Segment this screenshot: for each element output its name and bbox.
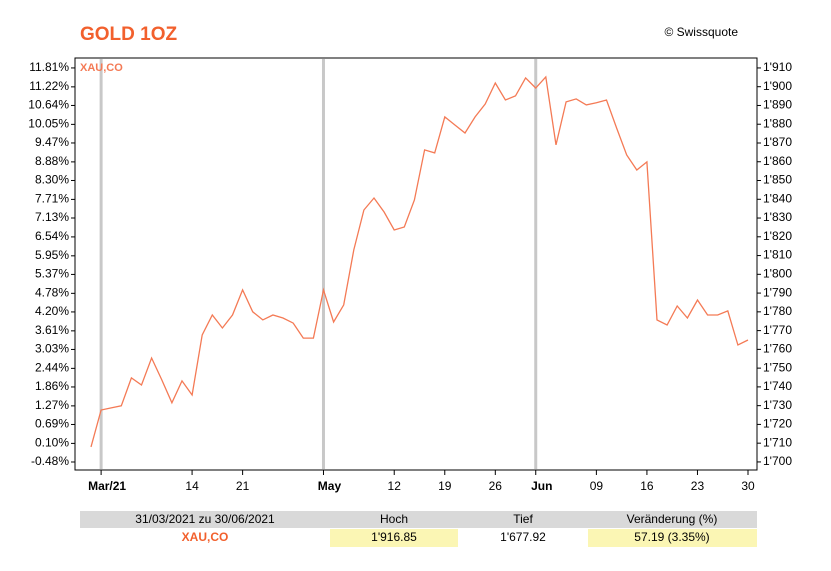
y-tick-label: 1'810	[763, 248, 792, 262]
y2-tick-label: 11.22%	[29, 79, 69, 93]
y2-tick-label: 7.13%	[35, 210, 69, 224]
x-tick-label: 30	[741, 479, 755, 493]
chart-title: GOLD 1OZ	[80, 24, 178, 45]
y2-tick-label: 11.81%	[29, 60, 69, 74]
y2-tick-label: 10.05%	[28, 117, 69, 131]
y2-tick-label: 2.44%	[35, 361, 69, 375]
table-cell: 1'677.92	[500, 530, 546, 544]
y2-tick-label: 8.88%	[35, 154, 69, 168]
y-tick-label: 1'830	[763, 210, 792, 224]
y-tick-label: 1'800	[763, 266, 792, 280]
table-header: Tief	[513, 512, 533, 526]
y2-tick-label: 9.47%	[35, 135, 69, 149]
y2-tick-label: 8.30%	[35, 173, 69, 187]
y2-tick-label: 4.20%	[35, 304, 69, 318]
y2-tick-label: 0.69%	[35, 417, 69, 431]
x-tick-label: 14	[185, 479, 199, 493]
table-header: Veränderung (%)	[627, 512, 718, 526]
table-header: Hoch	[380, 512, 408, 526]
x-tick-label: May	[318, 479, 342, 493]
y2-tick-label: 3.03%	[35, 342, 69, 356]
x-tick-label: 19	[438, 479, 452, 493]
highlight	[588, 529, 757, 547]
y-tick-label: 1'740	[763, 379, 792, 393]
y-tick-label: 1'720	[763, 417, 792, 431]
table-cell: 1'916.85	[371, 530, 417, 544]
y-tick-label: 1'710	[763, 435, 792, 449]
y-tick-label: 1'730	[763, 398, 792, 412]
y-tick-label: 1'770	[763, 323, 792, 337]
y-tick-label: 1'820	[763, 229, 792, 243]
y2-tick-label: 5.95%	[35, 248, 69, 262]
x-tick-label: 23	[691, 479, 705, 493]
source: © Swissquote	[664, 25, 738, 39]
legend-label: XAU,CO	[80, 62, 123, 74]
y-tick-label: 1'860	[763, 154, 792, 168]
y2-tick-label: 10.64%	[28, 98, 69, 112]
y2-tick-label: -0.48%	[31, 454, 69, 468]
highlight	[330, 529, 458, 547]
y-tick-label: 1'900	[763, 79, 792, 93]
y-tick-label: 1'850	[763, 173, 792, 187]
y-tick-label: 1'700	[763, 454, 792, 468]
y-tick-label: 1'760	[763, 342, 792, 356]
price-line	[90, 75, 749, 448]
y-tick-label: 1'840	[763, 191, 792, 205]
y2-tick-label: 5.37%	[35, 267, 69, 281]
y2-tick-label: 7.71%	[35, 192, 69, 206]
y-tick-label: 1'750	[763, 360, 792, 374]
y-tick-label: 1'790	[763, 285, 792, 299]
table-header-bg	[80, 511, 757, 528]
table-header: 31/03/2021 zu 30/06/2021	[135, 512, 275, 526]
x-tick-label: Jun	[531, 479, 552, 493]
x-tick-label: 16	[640, 479, 654, 493]
y-tick-label: 1'910	[763, 60, 792, 74]
y-tick-label: 1'870	[763, 135, 792, 149]
x-tick-label: 21	[236, 479, 250, 493]
summary-table: 31/03/2021 zu 30/06/2021 Hoch Tief Verän…	[80, 511, 757, 547]
y-tick-label: 1'780	[763, 304, 792, 318]
x-tick-label: 09	[590, 479, 604, 493]
y2-tick-label: 4.78%	[35, 286, 69, 300]
plot-frame	[74, 57, 758, 471]
x-tick-label: 26	[489, 479, 503, 493]
y2-tick-label: 6.54%	[35, 229, 69, 243]
table-cell: 57.19 (3.35%)	[634, 530, 709, 544]
y2-tick-label: 1.86%	[35, 379, 69, 393]
y2-tick-label: 3.61%	[35, 323, 69, 337]
y-tick-label: 1'890	[763, 98, 792, 112]
y-tick-label: 1'880	[763, 116, 792, 130]
x-tick-label: 12	[388, 479, 402, 493]
table-cell: XAU,CO	[182, 530, 229, 544]
y2-tick-label: 0.10%	[35, 436, 69, 450]
y2-tick-label: 1.27%	[35, 398, 69, 412]
x-tick-label: Mar/21	[88, 479, 126, 493]
